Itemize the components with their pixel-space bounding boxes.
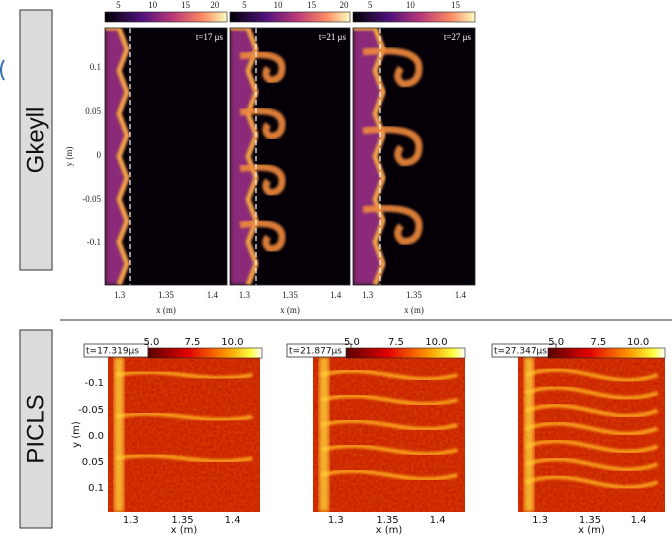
colorbar-tick-label: 7.5 — [185, 337, 201, 348]
time-label: t=27.347μs — [494, 347, 547, 357]
colorbar — [105, 12, 227, 22]
heatmap — [518, 357, 665, 512]
time-label: t=21 μs — [319, 32, 347, 42]
x-tick-label: 1.4 — [207, 290, 219, 300]
heatmap-panel: t=21 μs — [230, 28, 350, 285]
y-tick-label: 0.05 — [82, 457, 104, 468]
colorbar-tick-label: 5.0 — [344, 337, 360, 348]
x-axis-label: x (m) — [156, 305, 176, 315]
x-tick-label: 1.4 — [631, 515, 647, 526]
colorbar — [346, 348, 465, 358]
y-tick-label: 0.05 — [85, 106, 101, 116]
x-axis-label: x (m) — [404, 305, 424, 315]
heatmap — [108, 357, 260, 512]
x-tick-label: 1.3 — [362, 290, 374, 300]
heatmap-panel: t=17 μs — [105, 28, 227, 285]
colorbar-tick-label: 10.0 — [221, 337, 243, 348]
time-label: t=21.877μs — [289, 347, 342, 357]
colorbar-tick-label: 5 — [242, 0, 247, 10]
x-tick-label: 1.3 — [123, 515, 139, 526]
x-tick-label: 1.35 — [406, 290, 422, 300]
x-tick-label: 1.3 — [114, 290, 126, 300]
colorbar-tick-label: 15 — [307, 0, 317, 10]
colorbar-tick-label: 20 — [210, 0, 220, 10]
x-axis-label: x (m) — [280, 305, 300, 315]
y-tick-label: 0.1 — [90, 62, 101, 72]
colorbar-tick-label: 20 — [340, 0, 350, 10]
y-tick-label: 0 — [97, 150, 102, 160]
colorbar-tick-label: 10.0 — [627, 337, 649, 348]
time-label: t=27 μs — [444, 32, 472, 42]
colorbar-tick-label: 10 — [274, 0, 284, 10]
colorbar-tick-label: 10 — [406, 0, 416, 10]
heatmap-panel: t=17.319μs — [84, 344, 260, 512]
x-tick-label: 1.35 — [282, 290, 298, 300]
colorbar-tick-label: 15 — [181, 0, 191, 10]
y-tick-label: 0.0 — [88, 431, 104, 442]
y-axis-label: y (m) — [71, 421, 82, 448]
y-tick-label: 0.1 — [88, 483, 104, 494]
colorbar-tick-label: 5.0 — [143, 337, 159, 348]
x-axis-label: x (m) — [171, 525, 198, 536]
hot-edge — [114, 357, 124, 512]
x-tick-label: 1.3 — [328, 515, 344, 526]
y-tick-label: -0.05 — [78, 405, 104, 416]
y-tick-label: -0.1 — [87, 237, 101, 247]
heatmap — [230, 28, 350, 285]
x-tick-label: 1.4 — [430, 515, 446, 526]
hot-edge — [524, 357, 534, 512]
row-label: PICLS — [22, 394, 49, 463]
heatmap-panel: t=27.347μs — [492, 344, 665, 512]
colorbar-tick-label: 5 — [368, 0, 373, 10]
x-axis-label: x (m) — [578, 525, 605, 536]
colorbar-tick-label: 5.0 — [548, 337, 564, 348]
heatmap — [353, 28, 475, 285]
hot-edge — [319, 357, 329, 512]
y-tick-label: -0.1 — [84, 378, 104, 389]
colorbar-tick-label: 7.5 — [388, 337, 404, 348]
x-tick-label: 1.35 — [158, 290, 174, 300]
heatmap-bg — [105, 28, 227, 285]
x-tick-label: 1.4 — [330, 290, 342, 300]
heatmap-noise — [108, 357, 260, 512]
x-tick-label: 1.3 — [239, 290, 251, 300]
colorbar — [353, 12, 475, 22]
colorbar — [230, 12, 350, 22]
x-tick-label: 1.4 — [455, 290, 467, 300]
colorbar — [548, 348, 665, 358]
colorbar-tick-label: 10.0 — [425, 337, 447, 348]
heatmap-panel: t=27 μs — [353, 28, 475, 285]
x-tick-label: 1.4 — [225, 515, 241, 526]
colorbar-tick-label: 7.5 — [590, 337, 606, 348]
row-label: Gkeyll — [22, 107, 49, 174]
colorbar-tick-label: 5 — [116, 0, 121, 10]
heatmap-panel: t=21.877μs — [287, 344, 465, 512]
y-axis-label: y (m) — [64, 147, 74, 167]
x-tick-label: 1.3 — [532, 515, 548, 526]
heatmap — [313, 357, 465, 512]
x-axis-label: x (m) — [376, 525, 403, 536]
heatmap-noise — [313, 357, 465, 512]
decoration — [1, 60, 4, 80]
colorbar-tick-label: 10 — [148, 0, 158, 10]
time-label: t=17.319μs — [86, 347, 139, 357]
colorbar — [148, 348, 262, 358]
time-label: t=17 μs — [196, 32, 224, 42]
y-tick-label: -0.05 — [82, 194, 101, 204]
colorbar-tick-label: 15 — [451, 0, 461, 10]
heatmap — [105, 28, 227, 285]
figure: Gkeylly (m)0.10.050-0.05-0.1t=17 μs51015… — [0, 0, 672, 536]
